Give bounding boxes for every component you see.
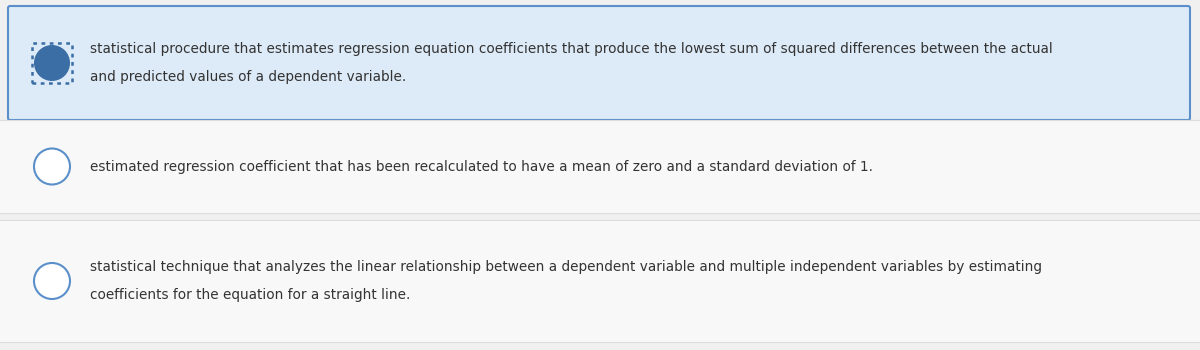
Circle shape bbox=[34, 263, 70, 299]
Text: statistical procedure that estimates regression equation coefficients that produ: statistical procedure that estimates reg… bbox=[90, 42, 1052, 56]
Bar bbox=[0, 120, 1200, 213]
Text: estimated regression coefficient that has been recalculated to have a mean of ze: estimated regression coefficient that ha… bbox=[90, 160, 874, 174]
Text: and predicted values of a dependent variable.: and predicted values of a dependent vari… bbox=[90, 70, 407, 84]
Circle shape bbox=[34, 148, 70, 184]
Circle shape bbox=[34, 45, 70, 81]
Bar bbox=[0, 220, 1200, 342]
Text: coefficients for the equation for a straight line.: coefficients for the equation for a stra… bbox=[90, 288, 410, 302]
FancyBboxPatch shape bbox=[8, 6, 1190, 120]
Text: statistical technique that analyzes the linear relationship between a dependent : statistical technique that analyzes the … bbox=[90, 260, 1042, 274]
